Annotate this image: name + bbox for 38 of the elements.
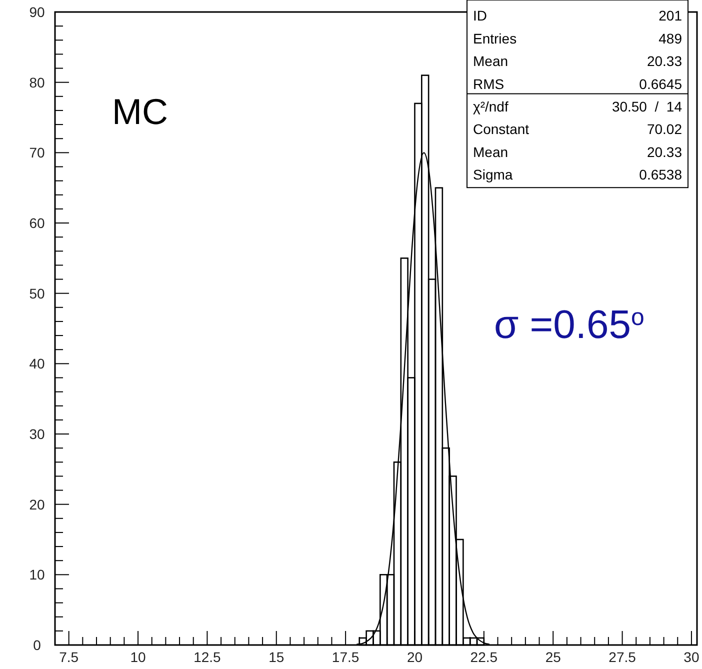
y-tick-label: 30 [29,426,45,442]
annotation: Constant [473,121,530,138]
annotation: Entries [473,30,517,46]
x-tick-label: 17.5 [332,649,360,665]
annotation: χ²/ndf [473,98,508,114]
x-tick-label: 22.5 [470,649,498,665]
y-tick-label: 0 [33,637,42,653]
y-tick-label: 90 [29,4,45,20]
x-tick-label: 27.5 [608,649,636,665]
x-tick-label: 25 [545,649,562,665]
y-tick-label: 10 [29,566,45,583]
annotation: σ =0.65$^{o}$ [494,303,644,347]
annotation: 489 [658,30,682,46]
y-tick-label: 60 [29,215,45,231]
y-tick-label: 80 [29,74,45,90]
y-tick-label: 20 [29,496,45,512]
x-tick-label: 7.5 [59,649,79,665]
annotation: 0.6538 [639,166,682,183]
annotation: 0.6645 [639,76,682,92]
y-tick-label: 70 [29,144,45,161]
annotation: 20.33 [646,144,682,160]
annotation: Mean [473,53,508,70]
x-tick-label: 15 [268,649,284,665]
x-tick-label: 20 [406,649,423,665]
x-tick-label: 30 [684,649,700,665]
x-tick-label: 12.5 [194,649,222,665]
annotation: MC [112,91,168,132]
x-tick-label: 10 [130,649,146,665]
annotation: 20.33 [646,53,682,70]
annotation: Sigma [473,166,513,183]
annotation: ID [473,8,487,24]
annotation: 70.02 [646,121,682,138]
annotation: 201 [658,8,682,24]
y-tick-label: 40 [29,356,45,372]
y-tick-label: 50 [29,285,45,302]
annotation: RMS [473,76,504,92]
annotation: 30.50 / 14 [612,98,682,114]
annotation: Mean [473,144,508,160]
